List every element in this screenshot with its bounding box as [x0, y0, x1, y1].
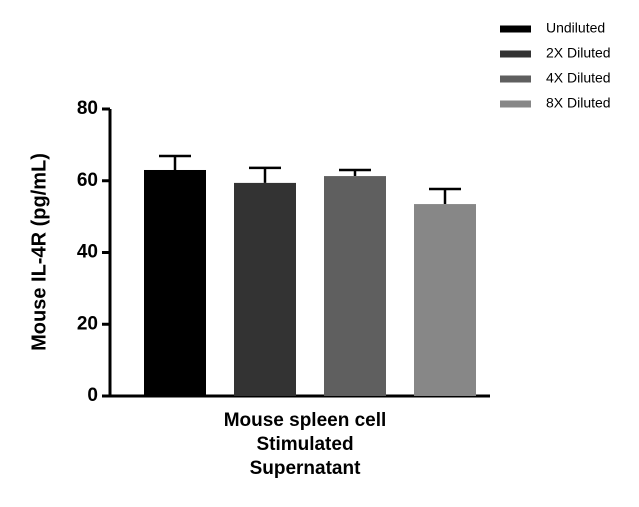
legend-label: 2X Diluted [546, 45, 611, 61]
legend-label: 8X Diluted [546, 95, 611, 111]
x-tick-label: Mouse spleen cell Stimulated Supernatant [224, 410, 387, 479]
bar [324, 176, 386, 396]
y-axis-label: Mouse IL-4R (pg/mL) [28, 153, 50, 351]
bar [414, 204, 476, 396]
legend-label: Undiluted [546, 20, 605, 36]
bar [234, 182, 296, 396]
legend-swatch [500, 75, 531, 83]
legend-swatch [500, 25, 531, 33]
bar [144, 169, 206, 396]
y-tick-label: 0 [87, 385, 98, 406]
legend-label: 4X Diluted [546, 70, 611, 86]
y-tick-label: 60 [77, 170, 98, 191]
legend-swatch [500, 100, 531, 108]
legend-swatch [500, 50, 531, 58]
y-tick-label: 80 [77, 98, 98, 119]
y-tick-label: 20 [77, 313, 98, 334]
y-tick-label: 40 [77, 242, 98, 263]
